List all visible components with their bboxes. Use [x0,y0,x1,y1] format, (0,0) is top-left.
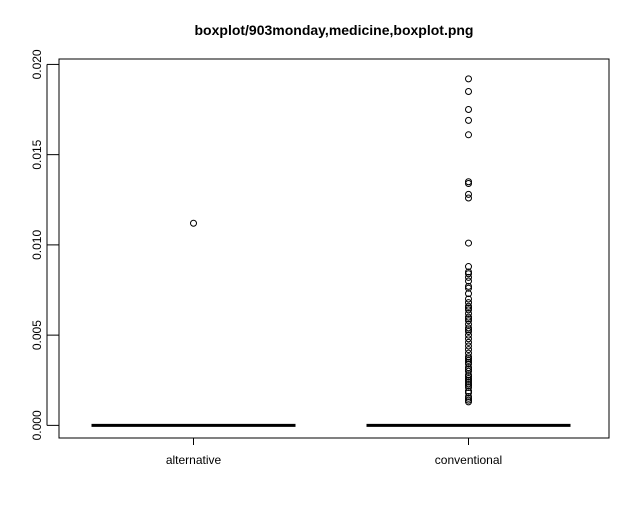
outlier-point [465,131,472,139]
outlier-point [465,353,472,361]
outlier-point [465,358,472,366]
outlier-point [465,299,472,307]
outlier-point [465,396,472,404]
outlier-point [465,313,472,321]
outlier-point [465,387,472,395]
outlier-point [465,394,472,402]
outlier-point [465,335,472,343]
outlier-point [465,373,472,381]
outlier-point [465,376,472,384]
outlier-point [465,194,472,202]
outlier-point [465,302,472,310]
plot-area [91,75,571,427]
y-tick-label: 0.015 [30,139,44,169]
outlier-point [465,268,472,276]
outlier-point [465,75,472,83]
x-tick-label-conventional: conventional [435,453,502,467]
outlier-point [465,383,472,391]
outlier-point [465,356,472,364]
box-alternative [91,219,296,427]
outlier-point [465,338,472,346]
x-tick-label-alternative: alternative [166,453,222,467]
outlier-point [465,367,472,375]
x-axis: alternative conventional [166,437,502,467]
outlier-point [465,263,472,271]
outlier-point [465,346,472,354]
outlier-point [465,273,472,281]
outlier-point [465,306,472,314]
outlier-point [465,270,472,278]
outlier-point [190,219,197,227]
chart-title: boxplot/903monday,medicine,boxplot.png [195,22,474,38]
outlier-point [465,364,472,372]
outlier-point [465,392,472,400]
outlier-point [465,304,472,312]
outlier-point [465,320,472,328]
outlier-point [465,116,472,124]
outlier-point [465,328,472,336]
outlier-point [465,190,472,198]
outlier-point [465,180,472,188]
plot-frame [58,58,610,439]
box-conventional [366,75,571,427]
outlier-point [465,284,472,292]
outlier-point [465,295,472,303]
outlier-point [465,315,472,323]
outlier-point [465,290,472,298]
outlier-point [465,87,472,95]
outlier-point [465,374,472,382]
outlier-point [465,342,472,350]
outlier-point [465,380,472,388]
outlier-point [465,324,472,332]
outlier-point [465,277,472,285]
y-tick-label: 0.000 [30,410,44,440]
outlier-point [465,178,472,186]
outlier-point [465,360,472,368]
outlier-point [465,282,472,290]
y-tick-label: 0.020 [30,49,44,79]
outlier-point [465,371,472,379]
outlier-point [465,349,472,357]
outlier-point [465,398,472,406]
outlier-point [465,355,472,363]
outlier-point [465,389,472,397]
outlier-point [465,378,472,386]
outlier-point [465,382,472,390]
outlier-point [465,239,472,247]
outlier-point [465,309,472,317]
outlier-point [465,365,472,373]
outlier-point [465,331,472,339]
y-tick-label: 0.005 [30,320,44,350]
outlier-point [465,326,472,334]
outlier-point [465,106,472,114]
outlier-point [465,317,472,325]
y-axis: 0.000 0.005 0.010 0.015 0.020 [30,49,59,440]
y-tick-label: 0.010 [30,230,44,260]
